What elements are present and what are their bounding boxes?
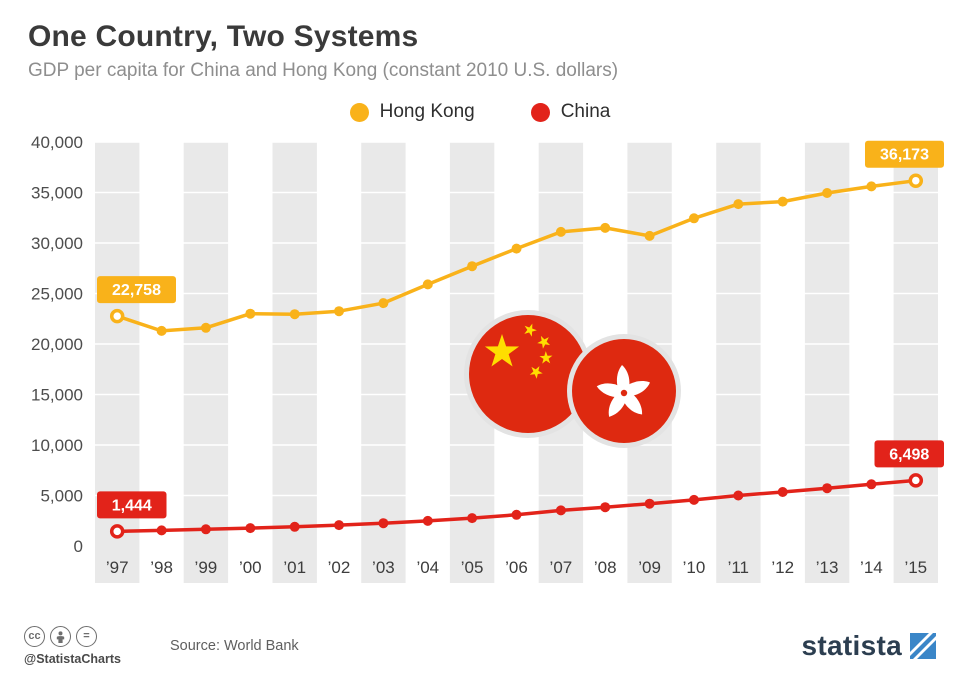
chart-legend: Hong Kong China <box>0 98 960 126</box>
svg-text:’08: ’08 <box>594 558 617 577</box>
chart-header: One Country, Two Systems GDP per capita … <box>0 0 960 82</box>
statista-charts-handle: @StatistaCharts <box>24 652 121 666</box>
svg-text:’02: ’02 <box>328 558 351 577</box>
svg-text:30,000: 30,000 <box>31 234 83 253</box>
svg-text:20,000: 20,000 <box>31 335 83 354</box>
svg-text:’98: ’98 <box>150 558 173 577</box>
svg-text:’05: ’05 <box>461 558 484 577</box>
source-note: Source: World Bank <box>170 638 299 654</box>
legend-dot-china-icon <box>530 102 550 122</box>
legend-label-hong-kong: Hong Kong <box>379 101 475 122</box>
svg-text:’10: ’10 <box>683 558 706 577</box>
page-subtitle: GDP per capita for China and Hong Kong (… <box>28 60 619 81</box>
svg-text:6,498: 6,498 <box>889 446 929 463</box>
svg-text:22,758: 22,758 <box>112 282 161 299</box>
svg-text:15,000: 15,000 <box>31 386 83 405</box>
svg-text:40,000: 40,000 <box>31 133 83 152</box>
svg-text:1,444: 1,444 <box>112 497 152 514</box>
footer: cc = @StatistaCharts Source: World Bank … <box>0 618 960 684</box>
svg-text:’13: ’13 <box>816 558 839 577</box>
svg-text:’11: ’11 <box>728 558 749 577</box>
page-title: One Country, Two Systems <box>28 20 419 53</box>
attribution-icon <box>50 626 71 647</box>
svg-text:10,000: 10,000 <box>31 436 83 455</box>
svg-text:0: 0 <box>74 537 83 556</box>
svg-text:’03: ’03 <box>372 558 395 577</box>
svg-text:’99: ’99 <box>195 558 218 577</box>
svg-text:’06: ’06 <box>505 558 528 577</box>
gdp-line-chart: 0 5,000 10,000 15,000 20,000 25,000 30,000 35,0… <box>31 133 944 583</box>
svg-text:’04: ’04 <box>416 558 439 577</box>
svg-text:’12: ’12 <box>771 558 794 577</box>
svg-text:’01: ’01 <box>283 558 306 577</box>
svg-text:25,000: 25,000 <box>31 285 83 304</box>
legend-item-china: China <box>530 101 611 123</box>
svg-text:’09: ’09 <box>638 558 661 577</box>
license-block: cc = @StatistaCharts <box>24 626 152 666</box>
svg-text:’97: ’97 <box>106 558 129 577</box>
legend-dot-hong-kong-icon <box>349 102 369 122</box>
svg-text:’14: ’14 <box>860 558 883 577</box>
chart-area: 0 5,000 10,000 15,000 20,000 25,000 30,000 35,0… <box>0 128 960 603</box>
svg-text:’07: ’07 <box>550 558 573 577</box>
svg-text:’15: ’15 <box>904 558 927 577</box>
statista-logo: statista <box>802 630 936 662</box>
no-derivatives-icon: = <box>76 626 97 647</box>
cc-license-icons: cc = <box>24 626 152 647</box>
statista-logo-text: statista <box>801 630 902 661</box>
svg-text:5,000: 5,000 <box>40 487 83 506</box>
svg-text:35,000: 35,000 <box>31 184 83 203</box>
statista-logo-mark-icon <box>910 633 936 659</box>
svg-text:36,173: 36,173 <box>880 147 929 164</box>
legend-label-china: China <box>560 101 611 122</box>
svg-text:’00: ’00 <box>239 558 262 577</box>
cc-icon: cc <box>24 626 45 647</box>
legend-item-hong-kong: Hong Kong <box>349 101 475 123</box>
